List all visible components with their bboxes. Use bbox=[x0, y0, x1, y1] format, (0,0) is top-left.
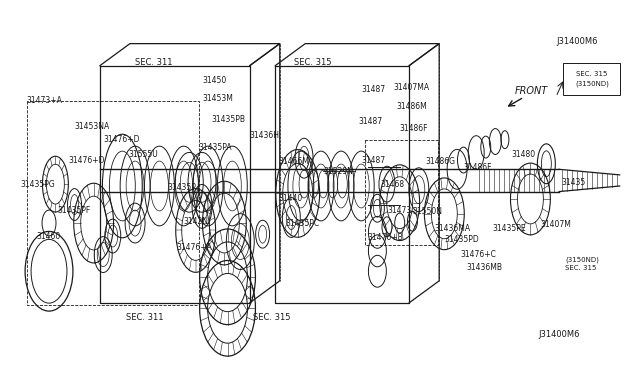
Text: 31480: 31480 bbox=[511, 150, 536, 159]
Text: SEC. 315: SEC. 315 bbox=[253, 313, 291, 322]
Text: 31555U: 31555U bbox=[129, 150, 159, 159]
Text: 31476+D: 31476+D bbox=[68, 155, 105, 164]
Text: 31473: 31473 bbox=[387, 206, 411, 215]
Text: (3150ND): (3150ND) bbox=[575, 80, 609, 87]
Text: 31436MB: 31436MB bbox=[467, 263, 502, 272]
Text: 31435PC: 31435PC bbox=[285, 219, 319, 228]
Text: 31529N: 31529N bbox=[323, 167, 353, 176]
Text: 31407M: 31407M bbox=[540, 221, 571, 230]
Text: 31487: 31487 bbox=[362, 155, 385, 164]
Text: 31550N: 31550N bbox=[412, 208, 442, 217]
Text: 31435P: 31435P bbox=[167, 183, 196, 192]
Text: 31468: 31468 bbox=[381, 180, 404, 189]
Text: 31486F: 31486F bbox=[463, 163, 492, 172]
Text: 31453NA: 31453NA bbox=[74, 122, 110, 131]
Text: 31476+C: 31476+C bbox=[460, 250, 496, 259]
Text: 31466M: 31466M bbox=[278, 157, 309, 166]
FancyBboxPatch shape bbox=[563, 63, 620, 94]
Text: 31473+A: 31473+A bbox=[27, 96, 63, 105]
Text: SEC. 315: SEC. 315 bbox=[577, 71, 608, 77]
Text: 31435PB: 31435PB bbox=[212, 115, 246, 124]
Text: 31487: 31487 bbox=[358, 117, 382, 126]
Text: 31460: 31460 bbox=[36, 231, 61, 241]
Text: 31486G: 31486G bbox=[425, 157, 455, 166]
Text: 31476+B: 31476+B bbox=[368, 233, 404, 243]
Text: 31476+A: 31476+A bbox=[177, 243, 212, 251]
Text: 31453M: 31453M bbox=[202, 94, 233, 103]
Text: FRONT: FRONT bbox=[515, 87, 548, 96]
Text: 31450: 31450 bbox=[202, 76, 227, 85]
Text: (3150ND): (3150ND) bbox=[566, 257, 599, 263]
Text: 31486F: 31486F bbox=[400, 124, 428, 133]
Text: J31400M6: J31400M6 bbox=[538, 330, 580, 339]
Text: SEC. 311: SEC. 311 bbox=[135, 58, 173, 67]
Text: 31476+D: 31476+D bbox=[103, 135, 140, 144]
Text: 31435PE: 31435PE bbox=[492, 224, 526, 233]
Text: SEC. 315: SEC. 315 bbox=[294, 58, 332, 67]
Text: 31435PF: 31435PF bbox=[58, 206, 90, 215]
Text: 31436H: 31436H bbox=[250, 131, 280, 141]
Text: SEC. 315: SEC. 315 bbox=[566, 264, 597, 270]
Text: 31436MA: 31436MA bbox=[435, 224, 471, 233]
Text: 31435PD: 31435PD bbox=[444, 235, 479, 244]
Text: 31486M: 31486M bbox=[397, 102, 428, 111]
Text: 31435PA: 31435PA bbox=[199, 142, 232, 151]
Text: 31435PG: 31435PG bbox=[20, 180, 55, 189]
Text: 31435: 31435 bbox=[561, 178, 585, 187]
Text: SEC. 311: SEC. 311 bbox=[125, 313, 163, 322]
Text: 31440: 31440 bbox=[278, 195, 303, 203]
Text: 3142N: 3142N bbox=[183, 217, 208, 226]
Text: 31407MA: 31407MA bbox=[394, 83, 429, 92]
Text: 31487: 31487 bbox=[362, 85, 385, 94]
Text: J31400M6: J31400M6 bbox=[556, 37, 597, 46]
